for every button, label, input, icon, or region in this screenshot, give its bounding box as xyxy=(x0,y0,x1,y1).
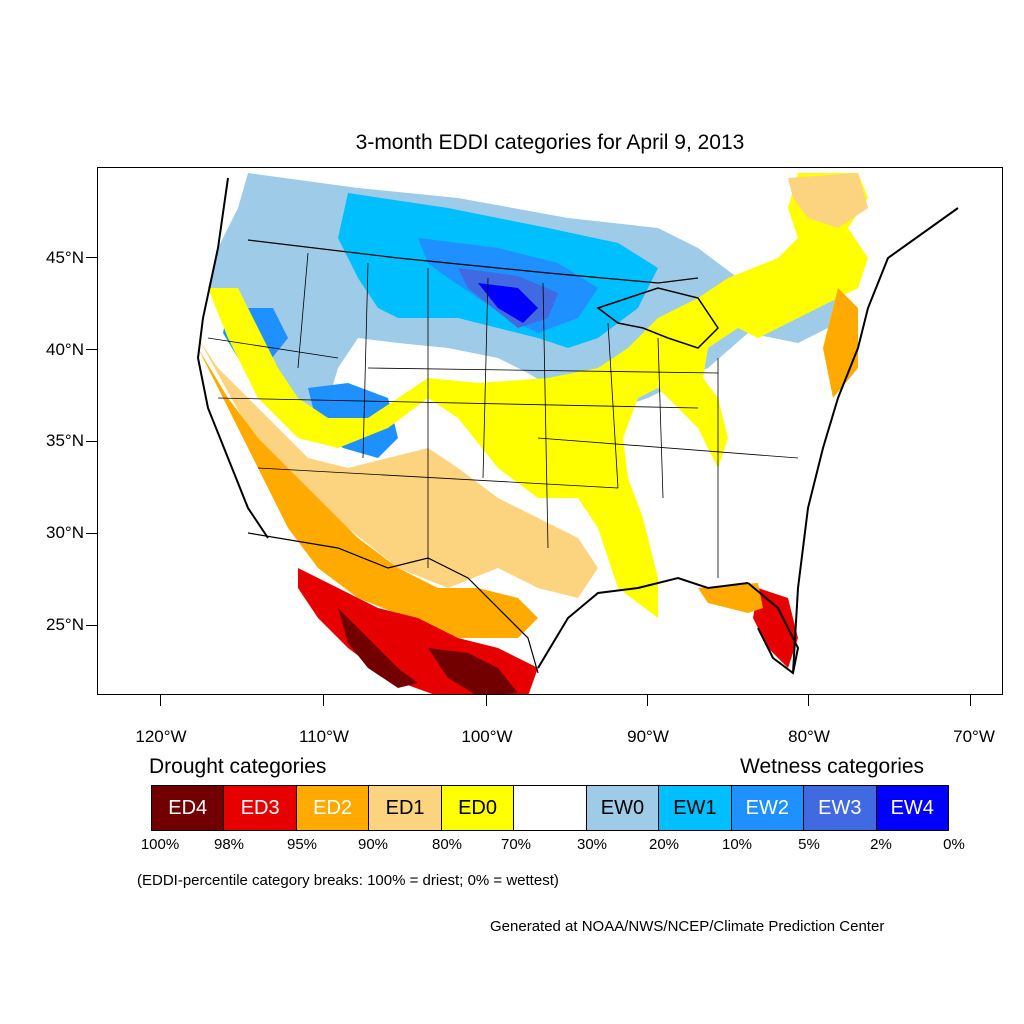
legend-swatch-ed4: ED4 xyxy=(152,786,225,830)
lon-tick xyxy=(647,695,648,706)
gulf-coast xyxy=(537,576,749,669)
break-label: 70% xyxy=(500,836,532,853)
state-grid-2 xyxy=(207,337,799,489)
break-label: 0% xyxy=(943,836,965,853)
break-label: 100% xyxy=(140,836,180,853)
region-ed4-east xyxy=(428,648,518,694)
lon-label-120: 120°W xyxy=(135,727,187,746)
lat-label-40: 40°N xyxy=(46,340,84,359)
region-ed1 xyxy=(198,338,598,598)
boundaries xyxy=(196,177,959,675)
drought-heading: Drought categories xyxy=(149,755,327,778)
lat-label-25: 25°N xyxy=(46,615,84,634)
legend-swatch-ew0: EW0 xyxy=(586,786,660,830)
lat-tick xyxy=(86,625,97,626)
eddi-map-canvas xyxy=(196,173,959,694)
wetness-heading: Wetness categories xyxy=(740,755,925,778)
legend-swatch-ew4: EW4 xyxy=(876,786,948,830)
us-mexico-border xyxy=(247,532,539,674)
lon-tick xyxy=(486,695,487,706)
break-label: 90% xyxy=(357,836,389,853)
break-label: 95% xyxy=(286,836,318,853)
category-legend: ED4 ED3 ED2 ED1 ED0 EW0 EW1 EW2 EW3 EW4 xyxy=(151,785,949,831)
region-ed0 xyxy=(208,173,868,618)
breaks-note: (EDDI-percentile category breaks: 100% =… xyxy=(137,872,559,889)
lon-label-70: 70°W xyxy=(953,727,995,746)
region-ed4 xyxy=(338,608,418,688)
credit-line: Generated at NOAA/NWS/NCEP/Climate Predi… xyxy=(490,918,885,935)
west-coast xyxy=(196,177,269,539)
lat-label-45: 45°N xyxy=(46,248,84,267)
florida-coast xyxy=(747,582,800,675)
legend-swatch-ed2: ED2 xyxy=(296,786,370,830)
legend-swatch-ew3: EW3 xyxy=(804,786,877,830)
lon-label-90: 90°W xyxy=(627,727,669,746)
lon-label-100: 100°W xyxy=(461,727,513,746)
break-label: 10% xyxy=(721,836,753,853)
state-grid-1 xyxy=(297,252,719,578)
lon-label-110: 110°W xyxy=(299,727,349,746)
lat-tick xyxy=(86,349,97,350)
lat-label-35: 35°N xyxy=(46,431,84,450)
legend-swatch-ed0: ED0 xyxy=(441,786,515,830)
break-label: 20% xyxy=(648,836,680,853)
legend-swatch-ed3: ED3 xyxy=(224,786,297,830)
lon-tick xyxy=(970,695,971,706)
break-label: 98% xyxy=(213,836,245,853)
break-label: 2% xyxy=(870,836,892,853)
east-coast xyxy=(792,207,959,674)
region-ed2 xyxy=(198,348,538,638)
break-label: 5% xyxy=(798,836,820,853)
break-label: 30% xyxy=(576,836,608,853)
lon-tick xyxy=(160,695,161,706)
legend-swatch-ed1: ED1 xyxy=(369,786,442,830)
lon-label-80: 80°W xyxy=(788,727,830,746)
great-lakes xyxy=(596,287,719,349)
region-ew4 xyxy=(478,283,538,323)
lat-tick xyxy=(86,257,97,258)
region-ed2-northeast xyxy=(788,173,868,228)
region-ed2-florida xyxy=(698,583,763,613)
legend-swatch-ew1: EW1 xyxy=(659,786,732,830)
lat-tick xyxy=(86,533,97,534)
lat-label-30: 30°N xyxy=(46,523,84,542)
drought-areas xyxy=(198,173,868,694)
legend-swatch-normal xyxy=(514,786,587,830)
map-title: 3-month EDDI categories for April 9, 201… xyxy=(355,131,745,154)
eddi-map xyxy=(97,167,1003,695)
us-canada-border xyxy=(247,239,699,284)
break-label: 80% xyxy=(431,836,463,853)
region-ed3-florida xyxy=(753,588,798,668)
lon-tick xyxy=(323,695,324,706)
lon-tick xyxy=(808,695,809,706)
lat-tick xyxy=(86,441,97,442)
legend-swatch-ew2: EW2 xyxy=(731,786,805,830)
